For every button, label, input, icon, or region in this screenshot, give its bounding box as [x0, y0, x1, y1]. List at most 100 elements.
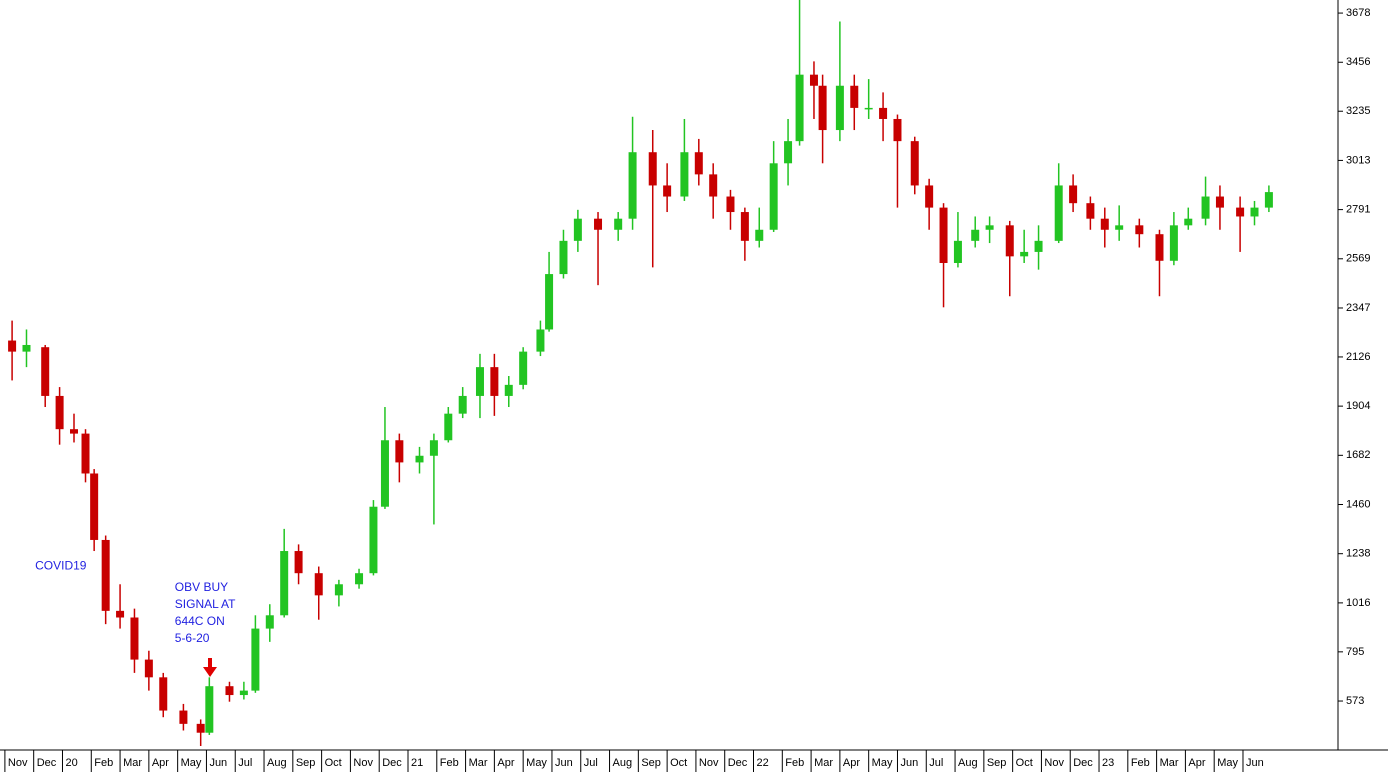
- candle-body: [1054, 185, 1063, 241]
- y-tick-label: 1460: [1346, 498, 1370, 510]
- candle-body: [1201, 196, 1210, 219]
- x-tick-label: Nov: [699, 757, 719, 769]
- x-tick-label: Jun: [900, 757, 918, 769]
- x-tick-label: Nov: [353, 757, 373, 769]
- candle-body: [1069, 185, 1078, 204]
- candle-body: [740, 212, 749, 241]
- candle-body: [694, 152, 703, 175]
- candle-body: [504, 384, 513, 396]
- x-tick-label: May: [872, 757, 893, 769]
- candle-body: [415, 455, 424, 463]
- candle-body: [81, 433, 90, 474]
- candle-body: [225, 686, 234, 696]
- x-tick-label: Aug: [613, 757, 633, 769]
- x-tick-label: Apr: [152, 757, 169, 769]
- x-tick-label: May: [526, 757, 547, 769]
- y-tick-label: 1016: [1346, 597, 1370, 609]
- x-tick-label: Jul: [238, 757, 252, 769]
- y-tick-label: 573: [1346, 695, 1364, 707]
- candle-body: [663, 185, 672, 197]
- candle-body: [1236, 207, 1245, 217]
- candle-body: [159, 677, 168, 711]
- candle-body: [130, 617, 139, 660]
- candle-body: [755, 229, 764, 241]
- x-tick-label: Feb: [94, 757, 113, 769]
- candle-body: [1135, 225, 1144, 235]
- candle-body: [953, 240, 962, 263]
- candle-body: [251, 628, 260, 691]
- y-tick-label: 1238: [1346, 548, 1370, 560]
- x-tick-label: Oct: [325, 757, 342, 769]
- candle-body: [594, 218, 603, 230]
- x-tick-label: Dec: [382, 757, 402, 769]
- candle-body: [1086, 203, 1095, 219]
- candle-body: [334, 584, 343, 596]
- candle-body: [490, 367, 499, 396]
- x-tick-label: Jul: [584, 757, 598, 769]
- candle-body: [648, 152, 657, 186]
- candle-body: [55, 395, 64, 430]
- x-tick-label: Mar: [123, 757, 142, 769]
- x-tick-label: Nov: [8, 757, 28, 769]
- candle-body: [795, 74, 804, 142]
- candle-body: [196, 723, 205, 733]
- annotation: 5-6-20: [175, 631, 210, 645]
- x-tick-label: Aug: [267, 757, 287, 769]
- candle-body: [1169, 225, 1178, 261]
- candle-body: [628, 152, 637, 219]
- candle-body: [239, 690, 248, 696]
- candle-body: [380, 440, 389, 507]
- candle-body: [265, 615, 274, 629]
- y-tick-label: 2126: [1346, 351, 1370, 363]
- candle-body: [864, 107, 873, 110]
- annotation: OBV BUY: [175, 580, 228, 594]
- candle-body: [1215, 196, 1224, 208]
- candle-body: [879, 107, 888, 119]
- candle-body: [519, 351, 528, 385]
- candle-body: [850, 85, 859, 108]
- x-tick-label: Dec: [37, 757, 57, 769]
- candle-body: [985, 225, 994, 230]
- candle-body: [614, 218, 623, 230]
- candle-body: [41, 347, 50, 396]
- candle-body: [1155, 234, 1164, 261]
- x-tick-label: Feb: [440, 757, 459, 769]
- x-tick-label: 20: [65, 757, 77, 769]
- candle-body: [835, 85, 844, 131]
- signal-arrow: [203, 658, 217, 677]
- x-tick-label: Mar: [814, 757, 833, 769]
- candle-body: [1100, 218, 1109, 230]
- candle-body: [101, 539, 110, 611]
- candle-body: [939, 207, 948, 263]
- candle-body: [818, 85, 827, 131]
- candle-body: [205, 686, 214, 733]
- x-tick-label: Oct: [670, 757, 687, 769]
- candle-body: [536, 329, 545, 352]
- x-tick-label: Jul: [929, 757, 943, 769]
- candle-body: [444, 413, 453, 441]
- y-tick-label: 1682: [1346, 449, 1370, 461]
- annotation: 644C ON: [175, 614, 225, 628]
- x-tick-label: Jun: [209, 757, 227, 769]
- candle-body: [179, 710, 188, 724]
- x-tick-label: Dec: [1073, 757, 1093, 769]
- candle-body: [294, 551, 303, 574]
- y-tick-label: 2791: [1346, 204, 1370, 216]
- x-tick-label: Mar: [1160, 757, 1179, 769]
- candle-body: [369, 506, 378, 574]
- x-tick-label: Aug: [958, 757, 978, 769]
- x-tick-label: Sep: [641, 757, 661, 769]
- candle-body: [8, 340, 17, 352]
- candle-body: [1264, 192, 1273, 208]
- y-tick-label: 3013: [1346, 154, 1370, 166]
- y-tick-label: 1904: [1346, 400, 1370, 412]
- x-tick-label: Apr: [1188, 757, 1205, 769]
- candle-body: [475, 367, 484, 396]
- y-tick-label: 3678: [1346, 7, 1370, 19]
- x-tick-label: Sep: [296, 757, 316, 769]
- x-tick-label: Oct: [1016, 757, 1033, 769]
- candle-body: [90, 473, 99, 540]
- candle-body: [1020, 251, 1029, 257]
- annotation: SIGNAL AT: [175, 597, 236, 611]
